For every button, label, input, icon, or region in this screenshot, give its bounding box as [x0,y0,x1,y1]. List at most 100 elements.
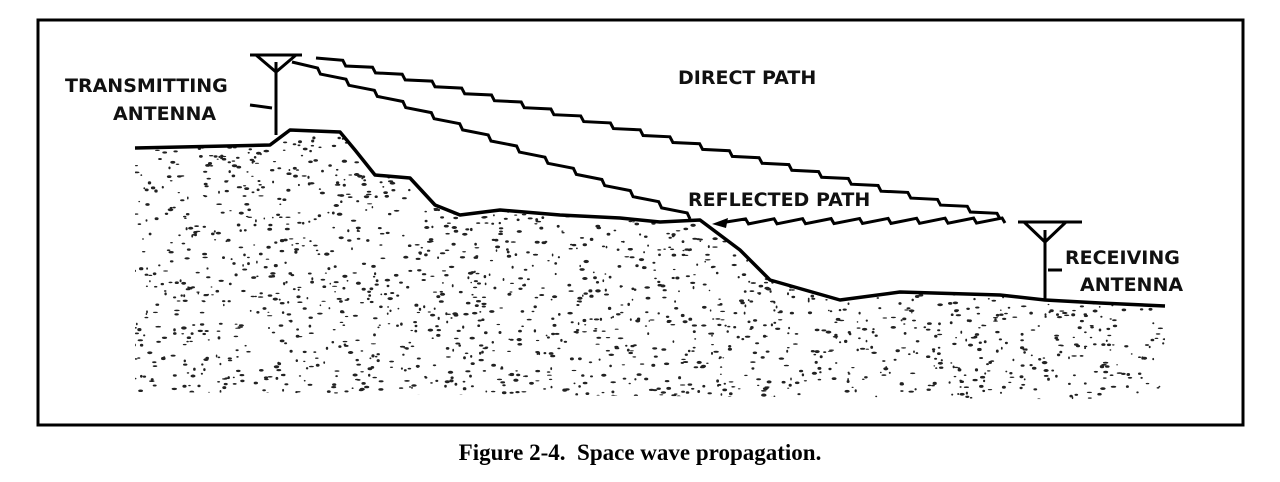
stipple-dot [724,183,729,186]
stipple-dot [743,311,746,315]
stipple-dot [228,170,231,174]
stipple-dot [1120,199,1124,203]
stipple-dot [717,323,722,327]
stipple-dot [837,217,843,220]
stipple-dot [919,211,923,213]
stipple-dot [284,261,287,264]
stipple-dot [295,242,300,245]
stipple-dot [775,252,781,255]
stipple-dot [890,316,896,319]
stipple-dot [415,145,419,149]
stipple-dot [915,352,919,355]
stipple-dot [531,310,535,313]
stipple-dot [691,350,695,352]
stipple-dot [825,330,832,334]
stipple-dot [959,380,964,384]
stipple-dot [254,295,257,298]
stipple-dot [234,323,238,325]
stipple-dot [1026,140,1031,144]
stipple-dot [1105,227,1107,230]
stipple-dot [1022,172,1028,176]
stipple-dot [886,186,890,188]
stipple-dot [207,162,213,165]
stipple-dot [1116,364,1118,366]
stipple-dot [1137,191,1142,194]
stipple-dot [379,232,385,235]
stipple-dot [288,169,291,171]
stipple-dot [246,171,249,173]
stipple-dot [282,282,286,285]
stipple-dot [813,353,817,356]
stipple-dot [1133,170,1137,173]
stipple-dot [158,138,163,142]
stipple-dot [526,278,530,281]
stipple-dot [439,290,443,293]
stipple-dot [951,393,954,396]
stipple-dot [761,390,767,392]
stipple-dot [871,330,875,334]
stipple-dot [787,387,790,389]
stipple-dot [268,275,274,278]
stipple-dot [779,310,783,314]
stipple-dot [654,215,657,218]
stipple-dot [551,332,556,336]
stipple-dot [1147,144,1151,147]
reflected-arrowhead [712,218,728,228]
stipple-dot [565,205,571,208]
stipple-dot [935,367,938,369]
stipple-dot [272,180,275,184]
stipple-dot [982,172,985,176]
stipple-dot [617,337,624,340]
stipple-dot [883,273,888,276]
stipple-dot [921,161,925,164]
stipple-dot [663,248,666,250]
stipple-dot [137,339,143,342]
stipple-dot [937,333,943,336]
stipple-dot [241,289,246,293]
stipple-dot [847,371,850,374]
stipple-dot [878,273,882,276]
stipple-dot [639,363,645,365]
stipple-dot [385,231,390,235]
stipple-dot [337,136,341,140]
stipple-dot [179,279,182,283]
stipple-dot [218,190,220,194]
stipple-dot [653,217,658,219]
stipple-dot [974,265,980,268]
stipple-dot [535,351,540,353]
stipple-dot [688,317,693,321]
stipple-dot [374,272,377,276]
stipple-dot [474,242,477,246]
stipple-dot [708,158,712,161]
stipple-dot [763,237,766,240]
stipple-dot [653,177,657,180]
stipple-dot [719,303,723,306]
stipple-dot [181,242,186,245]
stipple-dot [1155,333,1161,335]
stipple-dot [668,236,672,239]
stipple-dot [997,275,1003,279]
stipple-dot [974,368,979,372]
stipple-dot [518,277,523,280]
stipple-dot [1117,144,1120,147]
stipple-dot [1037,159,1041,163]
stipple-dot [520,310,525,313]
stipple-dot [268,327,270,329]
stipple-dot [163,270,169,272]
stipple-dot [952,301,959,305]
stipple-dot [1023,378,1026,381]
stipple-dot [410,130,414,132]
stipple-dot [282,388,285,392]
stipple-dot [892,232,898,236]
stipple-dot [982,249,986,252]
stipple-dot [268,223,273,227]
stipple-dot [525,136,529,139]
stipple-dot [1087,397,1092,399]
stipple-dot [883,223,889,227]
stipple-dot [488,192,493,195]
stipple-dot [502,149,505,153]
direct-path-line [315,56,1002,220]
stipple-dot [851,386,854,388]
stipple-dot [1042,357,1046,359]
stipple-dot [737,180,742,184]
